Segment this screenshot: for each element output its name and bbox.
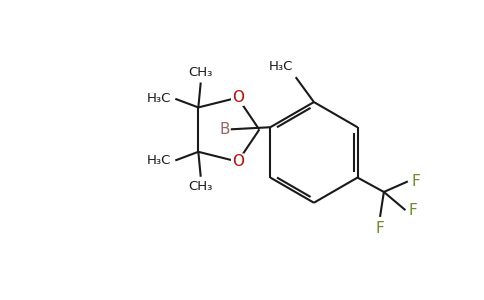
Text: CH₃: CH₃ — [189, 180, 213, 193]
Text: H₃C: H₃C — [147, 154, 171, 167]
Text: O: O — [232, 90, 244, 105]
Text: F: F — [411, 174, 420, 189]
Text: B: B — [220, 122, 230, 137]
Text: H₃C: H₃C — [147, 92, 171, 105]
Text: F: F — [409, 203, 418, 218]
Text: O: O — [232, 154, 244, 169]
Text: F: F — [376, 221, 384, 236]
Text: CH₃: CH₃ — [189, 66, 213, 79]
Text: H₃C: H₃C — [269, 60, 293, 73]
